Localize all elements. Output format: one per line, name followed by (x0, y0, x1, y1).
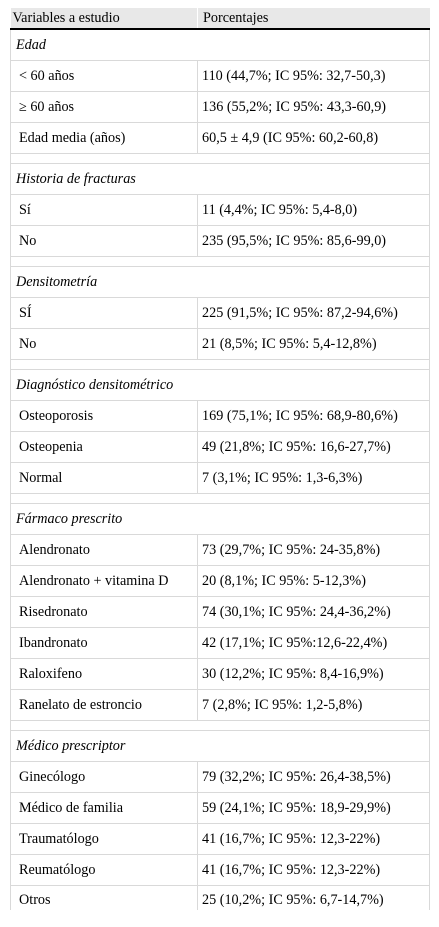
percentage-cell: 41 (16,7%; IC 95%: 12,3-22%) (197, 854, 430, 886)
variable-cell: Alendronato (10, 534, 198, 566)
variable-cell: SÍ (10, 297, 198, 329)
table-row: Raloxifeno 30 (12,2%; IC 95%: 8,4-16,9%) (10, 658, 430, 690)
percentage-cell: 11 (4,4%; IC 95%: 5,4-8,0) (197, 194, 430, 226)
variable-cell: Médico de familia (10, 792, 198, 824)
table-row: Alendronato 73 (29,7%; IC 95%: 24-35,8%) (10, 534, 430, 566)
percentage-cell: 21 (8,5%; IC 95%: 5,4-12,8%) (197, 328, 430, 360)
spacer-cell (10, 153, 430, 164)
percentage-cell: 41 (16,7%; IC 95%: 12,3-22%) (197, 823, 430, 855)
spacer-cell (10, 256, 430, 267)
variable-cell: Ranelato de estroncio (10, 689, 198, 721)
section-header-row: Diagnóstico densitométrico (10, 369, 430, 401)
header-row: Variables a estudio Porcentajes (10, 8, 430, 30)
section-title: Médico prescriptor (10, 730, 430, 762)
section-spacer (10, 153, 430, 164)
percentage-cell: 136 (55,2%; IC 95%: 43,3-60,9) (197, 91, 430, 123)
table-row: Osteoporosis 169 (75,1%; IC 95%: 68,9-80,… (10, 400, 430, 432)
table-row: Sí 11 (4,4%; IC 95%: 5,4-8,0) (10, 194, 430, 226)
table-row: Normal 7 (3,1%; IC 95%: 1,3-6,3%) (10, 462, 430, 494)
table-row: Reumatólogo 41 (16,7%; IC 95%: 12,3-22%) (10, 854, 430, 886)
variable-cell: Risedronato (10, 596, 198, 628)
section-header-row: Edad (10, 28, 430, 61)
table-row: < 60 años 110 (44,7%; IC 95%: 32,7-50,3) (10, 60, 430, 92)
percentage-cell: 49 (21,8%; IC 95%: 16,6-27,7%) (197, 431, 430, 463)
spacer-cell (10, 720, 430, 731)
section-spacer (10, 493, 430, 504)
percentage-cell: 79 (32,2%; IC 95%: 26,4-38,5%) (197, 761, 430, 793)
header-variables: Variables a estudio (10, 8, 198, 30)
table-row: Osteopenia 49 (21,8%; IC 95%: 16,6-27,7%) (10, 431, 430, 463)
section-header-row: Fármaco prescrito (10, 503, 430, 535)
section-title: Historia de fracturas (10, 163, 430, 195)
percentage-cell: 74 (30,1%; IC 95%: 24,4-36,2%) (197, 596, 430, 628)
section-spacer (10, 359, 430, 370)
variable-cell: Alendronato + vitamina D (10, 565, 198, 597)
section-spacer (10, 256, 430, 267)
section-header-row: Densitometría (10, 266, 430, 298)
table-row: ≥ 60 años 136 (55,2%; IC 95%: 43,3-60,9) (10, 91, 430, 123)
percentage-cell: 42 (17,1%; IC 95%:12,6-22,4%) (197, 627, 430, 659)
percentage-cell: 25 (10,2%; IC 95%: 6,7-14,7%) (197, 885, 430, 910)
table-row: Risedronato 74 (30,1%; IC 95%: 24,4-36,2%… (10, 596, 430, 628)
percentage-cell: 20 (8,1%; IC 95%: 5-12,3%) (197, 565, 430, 597)
percentage-cell: 225 (91,5%; IC 95%: 87,2-94,6%) (197, 297, 430, 329)
spacer-cell (10, 359, 430, 370)
percentage-cell: 110 (44,7%; IC 95%: 32,7-50,3) (197, 60, 430, 92)
table-row: Ibandronato 42 (17,1%; IC 95%:12,6-22,4%) (10, 627, 430, 659)
percentage-cell: 169 (75,1%; IC 95%: 68,9-80,6%) (197, 400, 430, 432)
percentage-cell: 73 (29,7%; IC 95%: 24-35,8%) (197, 534, 430, 566)
variable-cell: Osteoporosis (10, 400, 198, 432)
variable-cell: Raloxifeno (10, 658, 198, 690)
table-row: Alendronato + vitamina D 20 (8,1%; IC 95%… (10, 565, 430, 597)
section-spacer (10, 720, 430, 731)
variable-cell: No (10, 225, 198, 257)
variable-cell: Normal (10, 462, 198, 494)
variable-cell: Reumatólogo (10, 854, 198, 886)
table-row: Ginecólogo 79 (32,2%; IC 95%: 26,4-38,5%) (10, 761, 430, 793)
section-title: Diagnóstico densitométrico (10, 369, 430, 401)
variable-cell: Ginecólogo (10, 761, 198, 793)
table-body: Edad < 60 años 110 (44,7%; IC 95%: 32,7-50… (10, 28, 430, 910)
table-row: No 235 (95,5%; IC 95%: 85,6-99,0) (10, 225, 430, 257)
variable-cell: < 60 años (10, 60, 198, 92)
header-percentages: Porcentajes (197, 8, 430, 30)
variable-cell: ≥ 60 años (10, 91, 198, 123)
table-row: No 21 (8,5%; IC 95%: 5,4-12,8%) (10, 328, 430, 360)
variable-cell: No (10, 328, 198, 360)
section-title: Densitometría (10, 266, 430, 298)
variable-cell: Edad media (años) (10, 122, 198, 154)
results-table: Variables a estudio Porcentajes Edad < 60… (10, 8, 430, 910)
percentage-cell: 7 (3,1%; IC 95%: 1,3-6,3%) (197, 462, 430, 494)
percentage-cell: 235 (95,5%; IC 95%: 85,6-99,0) (197, 225, 430, 257)
variable-cell: Otros (10, 885, 198, 910)
percentage-cell: 60,5 ± 4,9 (IC 95%: 60,2-60,8) (197, 122, 430, 154)
percentage-cell: 59 (24,1%; IC 95%: 18,9-29,9%) (197, 792, 430, 824)
section-title: Edad (10, 28, 430, 61)
variable-cell: Ibandronato (10, 627, 198, 659)
table-row: Médico de familia 59 (24,1%; IC 95%: 18,9… (10, 792, 430, 824)
section-header-row: Médico prescriptor (10, 730, 430, 762)
table-row: SÍ 225 (91,5%; IC 95%: 87,2-94,6%) (10, 297, 430, 329)
variable-cell: Traumatólogo (10, 823, 198, 855)
spacer-cell (10, 493, 430, 504)
section-header-row: Historia de fracturas (10, 163, 430, 195)
percentage-cell: 30 (12,2%; IC 95%: 8,4-16,9%) (197, 658, 430, 690)
section-title: Fármaco prescrito (10, 503, 430, 535)
table-row: Ranelato de estroncio 7 (2,8%; IC 95%: 1,… (10, 689, 430, 721)
variable-cell: Osteopenia (10, 431, 198, 463)
percentage-cell: 7 (2,8%; IC 95%: 1,2-5,8%) (197, 689, 430, 721)
variable-cell: Sí (10, 194, 198, 226)
table-row: Edad media (años) 60,5 ± 4,9 (IC 95%: 60,… (10, 122, 430, 154)
table-row: Traumatólogo 41 (16,7%; IC 95%: 12,3-22%) (10, 823, 430, 855)
table-row: Otros 25 (10,2%; IC 95%: 6,7-14,7%) (10, 885, 430, 910)
